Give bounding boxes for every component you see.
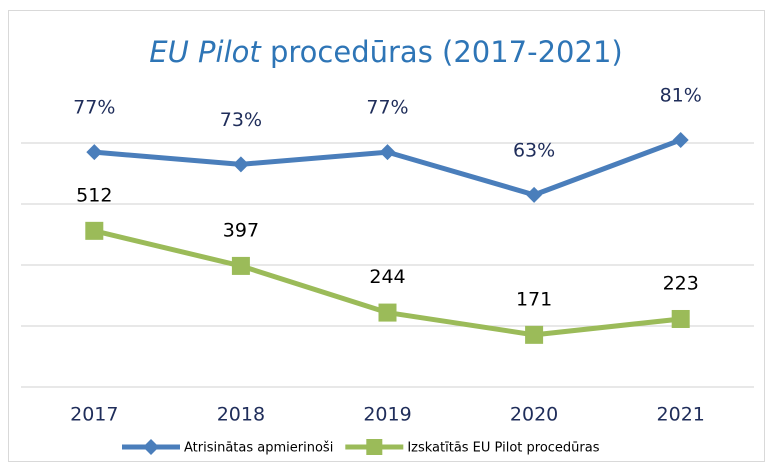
x-tick-label: 2019 <box>363 404 411 426</box>
legend: Atrisinātas apmierinoši Izskatītās EU Pil… <box>122 439 600 456</box>
x-tick-label: 2020 <box>510 404 558 426</box>
chart-frame <box>8 10 765 462</box>
point <box>379 144 396 161</box>
point <box>671 309 690 328</box>
data-label: 73% <box>220 109 262 131</box>
data-label: 77% <box>366 97 408 119</box>
x-tick-label: 2017 <box>70 404 118 426</box>
point <box>232 156 249 173</box>
legend-marker <box>366 439 383 455</box>
data-label: 171 <box>516 288 552 310</box>
data-label: 397 <box>223 219 259 241</box>
data-label: 63% <box>513 139 555 161</box>
point <box>526 186 543 203</box>
legend-label: Atrisinātas apmierinoši <box>184 441 333 456</box>
chart-title-group: EU Pilot procedūras (2017-2021) <box>149 35 622 69</box>
point <box>85 221 104 240</box>
data-label: 244 <box>369 266 405 288</box>
chart-title-emphasis: EU Pilot <box>149 35 262 69</box>
point <box>231 256 250 275</box>
point <box>672 131 689 148</box>
x-tick-label: 2021 <box>657 404 705 426</box>
data-label: 81% <box>660 84 702 106</box>
data-label: 223 <box>663 272 699 294</box>
data-label: 77% <box>73 97 115 119</box>
legend-label: Izskatītās EU Pilot procedūras <box>407 441 599 456</box>
chart-title: procedūras (2017-2021) <box>270 35 623 69</box>
x-tick-label: 2018 <box>217 404 265 426</box>
point <box>378 303 397 322</box>
point <box>525 325 544 344</box>
data-label: 512 <box>76 184 112 206</box>
point <box>86 144 103 161</box>
legend-marker <box>143 439 159 455</box>
